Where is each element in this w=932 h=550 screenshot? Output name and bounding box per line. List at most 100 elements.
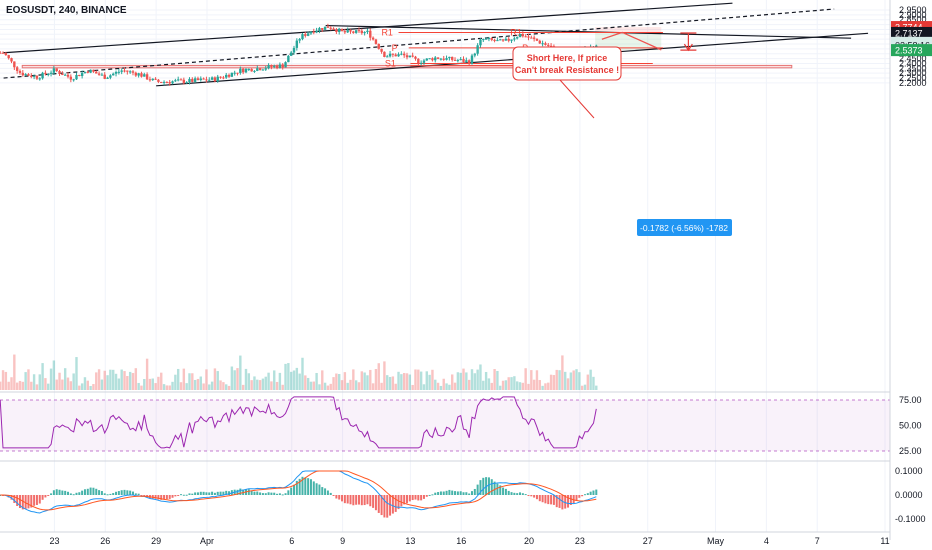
stop-loss-box[interactable] <box>595 27 662 33</box>
resistance-line[interactable] <box>325 24 852 39</box>
candle-body <box>532 37 536 39</box>
volume-bar <box>185 383 188 390</box>
projection-path[interactable] <box>601 31 662 51</box>
volume-bar <box>179 382 183 390</box>
volume-bar <box>78 385 81 390</box>
price-scale[interactable]: 2.95002.90002.85002.80002.75002.70002.65… <box>895 5 927 524</box>
volume-bar <box>227 385 231 390</box>
candle-body <box>340 28 344 32</box>
candle-body <box>52 68 56 73</box>
volume-bar <box>165 385 169 390</box>
volume-bar <box>507 377 510 390</box>
volume-bar <box>233 370 236 390</box>
macd-histogram-bar <box>92 487 95 495</box>
candle-body <box>193 78 197 82</box>
channel-upper-line[interactable] <box>3 2 733 54</box>
candle-body <box>374 39 378 44</box>
macd-histogram-bar <box>202 491 205 495</box>
macd-histogram-bar <box>78 492 81 495</box>
macd-histogram-bar <box>552 495 555 505</box>
macd-histogram-bar <box>13 495 16 503</box>
macd-histogram-bar <box>445 490 448 495</box>
macd-line <box>0 470 597 514</box>
time-tick-label: 9 <box>340 536 345 546</box>
price-tick-label: 2.9500 <box>899 5 927 15</box>
volume-bar <box>258 380 262 390</box>
macd-histogram-bar <box>541 495 544 503</box>
candle-body <box>75 74 78 80</box>
macd-histogram-bar <box>24 495 27 509</box>
volume-bar <box>219 380 222 390</box>
volume-bar <box>176 368 180 390</box>
candle-body <box>394 54 397 57</box>
candle-body <box>174 80 177 82</box>
candle-body <box>216 76 219 82</box>
time-tick-label: 27 <box>643 536 653 546</box>
volume-bar <box>380 382 383 390</box>
macd-histogram-bar <box>434 492 437 495</box>
volume-bar <box>589 369 592 390</box>
candle-body <box>431 58 434 61</box>
macd-histogram-bar <box>527 495 530 496</box>
volume-bar <box>377 363 380 390</box>
macd-histogram-bar <box>16 495 19 507</box>
macd-histogram-bar <box>321 487 324 495</box>
macd-histogram-bar <box>188 493 191 495</box>
volume-bar <box>196 378 200 390</box>
candle-body <box>208 79 211 81</box>
candle-body <box>109 75 112 78</box>
candle-body <box>451 56 454 60</box>
macd-histogram-bar <box>496 483 499 495</box>
annotations[interactable]: -0.1782 (-6.56%) -1782 Short Here, If pri… <box>512 31 732 236</box>
volume-bar <box>467 379 471 390</box>
volume-bar <box>476 369 479 390</box>
time-tick-label: 11 <box>880 536 889 546</box>
take-profit-box[interactable] <box>595 32 662 51</box>
macd-histogram-bar <box>151 495 154 499</box>
volume-bar <box>92 384 95 390</box>
candle-body <box>547 44 550 46</box>
candle-body <box>69 76 73 80</box>
candle-body <box>176 79 180 81</box>
volume-bar <box>346 382 349 390</box>
candle-body <box>171 81 174 84</box>
trend-lines[interactable] <box>3 2 869 87</box>
time-tick-label: 4 <box>764 536 769 546</box>
volume-bar <box>117 378 121 390</box>
candle-body <box>298 39 301 41</box>
price-tick-label: 2.4000 <box>899 58 927 68</box>
macd-histogram-bar <box>538 495 541 502</box>
macd-histogram-bar <box>490 479 493 495</box>
volume-bar <box>306 377 310 390</box>
macd-histogram-bar <box>417 495 420 501</box>
candle-body <box>377 43 380 49</box>
volume-bar <box>202 383 205 390</box>
macd-histogram-bar <box>431 494 434 496</box>
macd-pane <box>0 470 598 518</box>
time-axis[interactable]: 23 26 29 Apr 6 9 13 16 20 23 27 May 4 7 11 <box>49 536 889 546</box>
macd-histogram-bar <box>100 491 103 495</box>
callout-box[interactable] <box>512 46 622 81</box>
candle-body <box>106 77 109 79</box>
macd-histogram-bar <box>408 495 411 502</box>
macd-histogram-bar <box>270 492 273 495</box>
macd-histogram-bar <box>555 495 558 508</box>
macd-histogram-bar <box>394 495 397 512</box>
channel-middle-line[interactable] <box>3 8 835 79</box>
candle-body <box>219 76 222 78</box>
volume-bar <box>578 372 581 390</box>
macd-histogram-bar <box>318 484 321 495</box>
channel-lower-line[interactable] <box>156 32 869 87</box>
macd-histogram-bar <box>516 493 519 495</box>
rsi-line <box>0 396 597 449</box>
candle-body <box>473 53 477 56</box>
volume-bar <box>338 374 341 390</box>
candle-body <box>264 68 267 70</box>
volume-bar <box>549 374 553 390</box>
candle-body <box>213 77 217 82</box>
volume-bar <box>264 376 267 390</box>
position-boxes[interactable] <box>595 27 662 51</box>
candle-body <box>0 52 2 54</box>
